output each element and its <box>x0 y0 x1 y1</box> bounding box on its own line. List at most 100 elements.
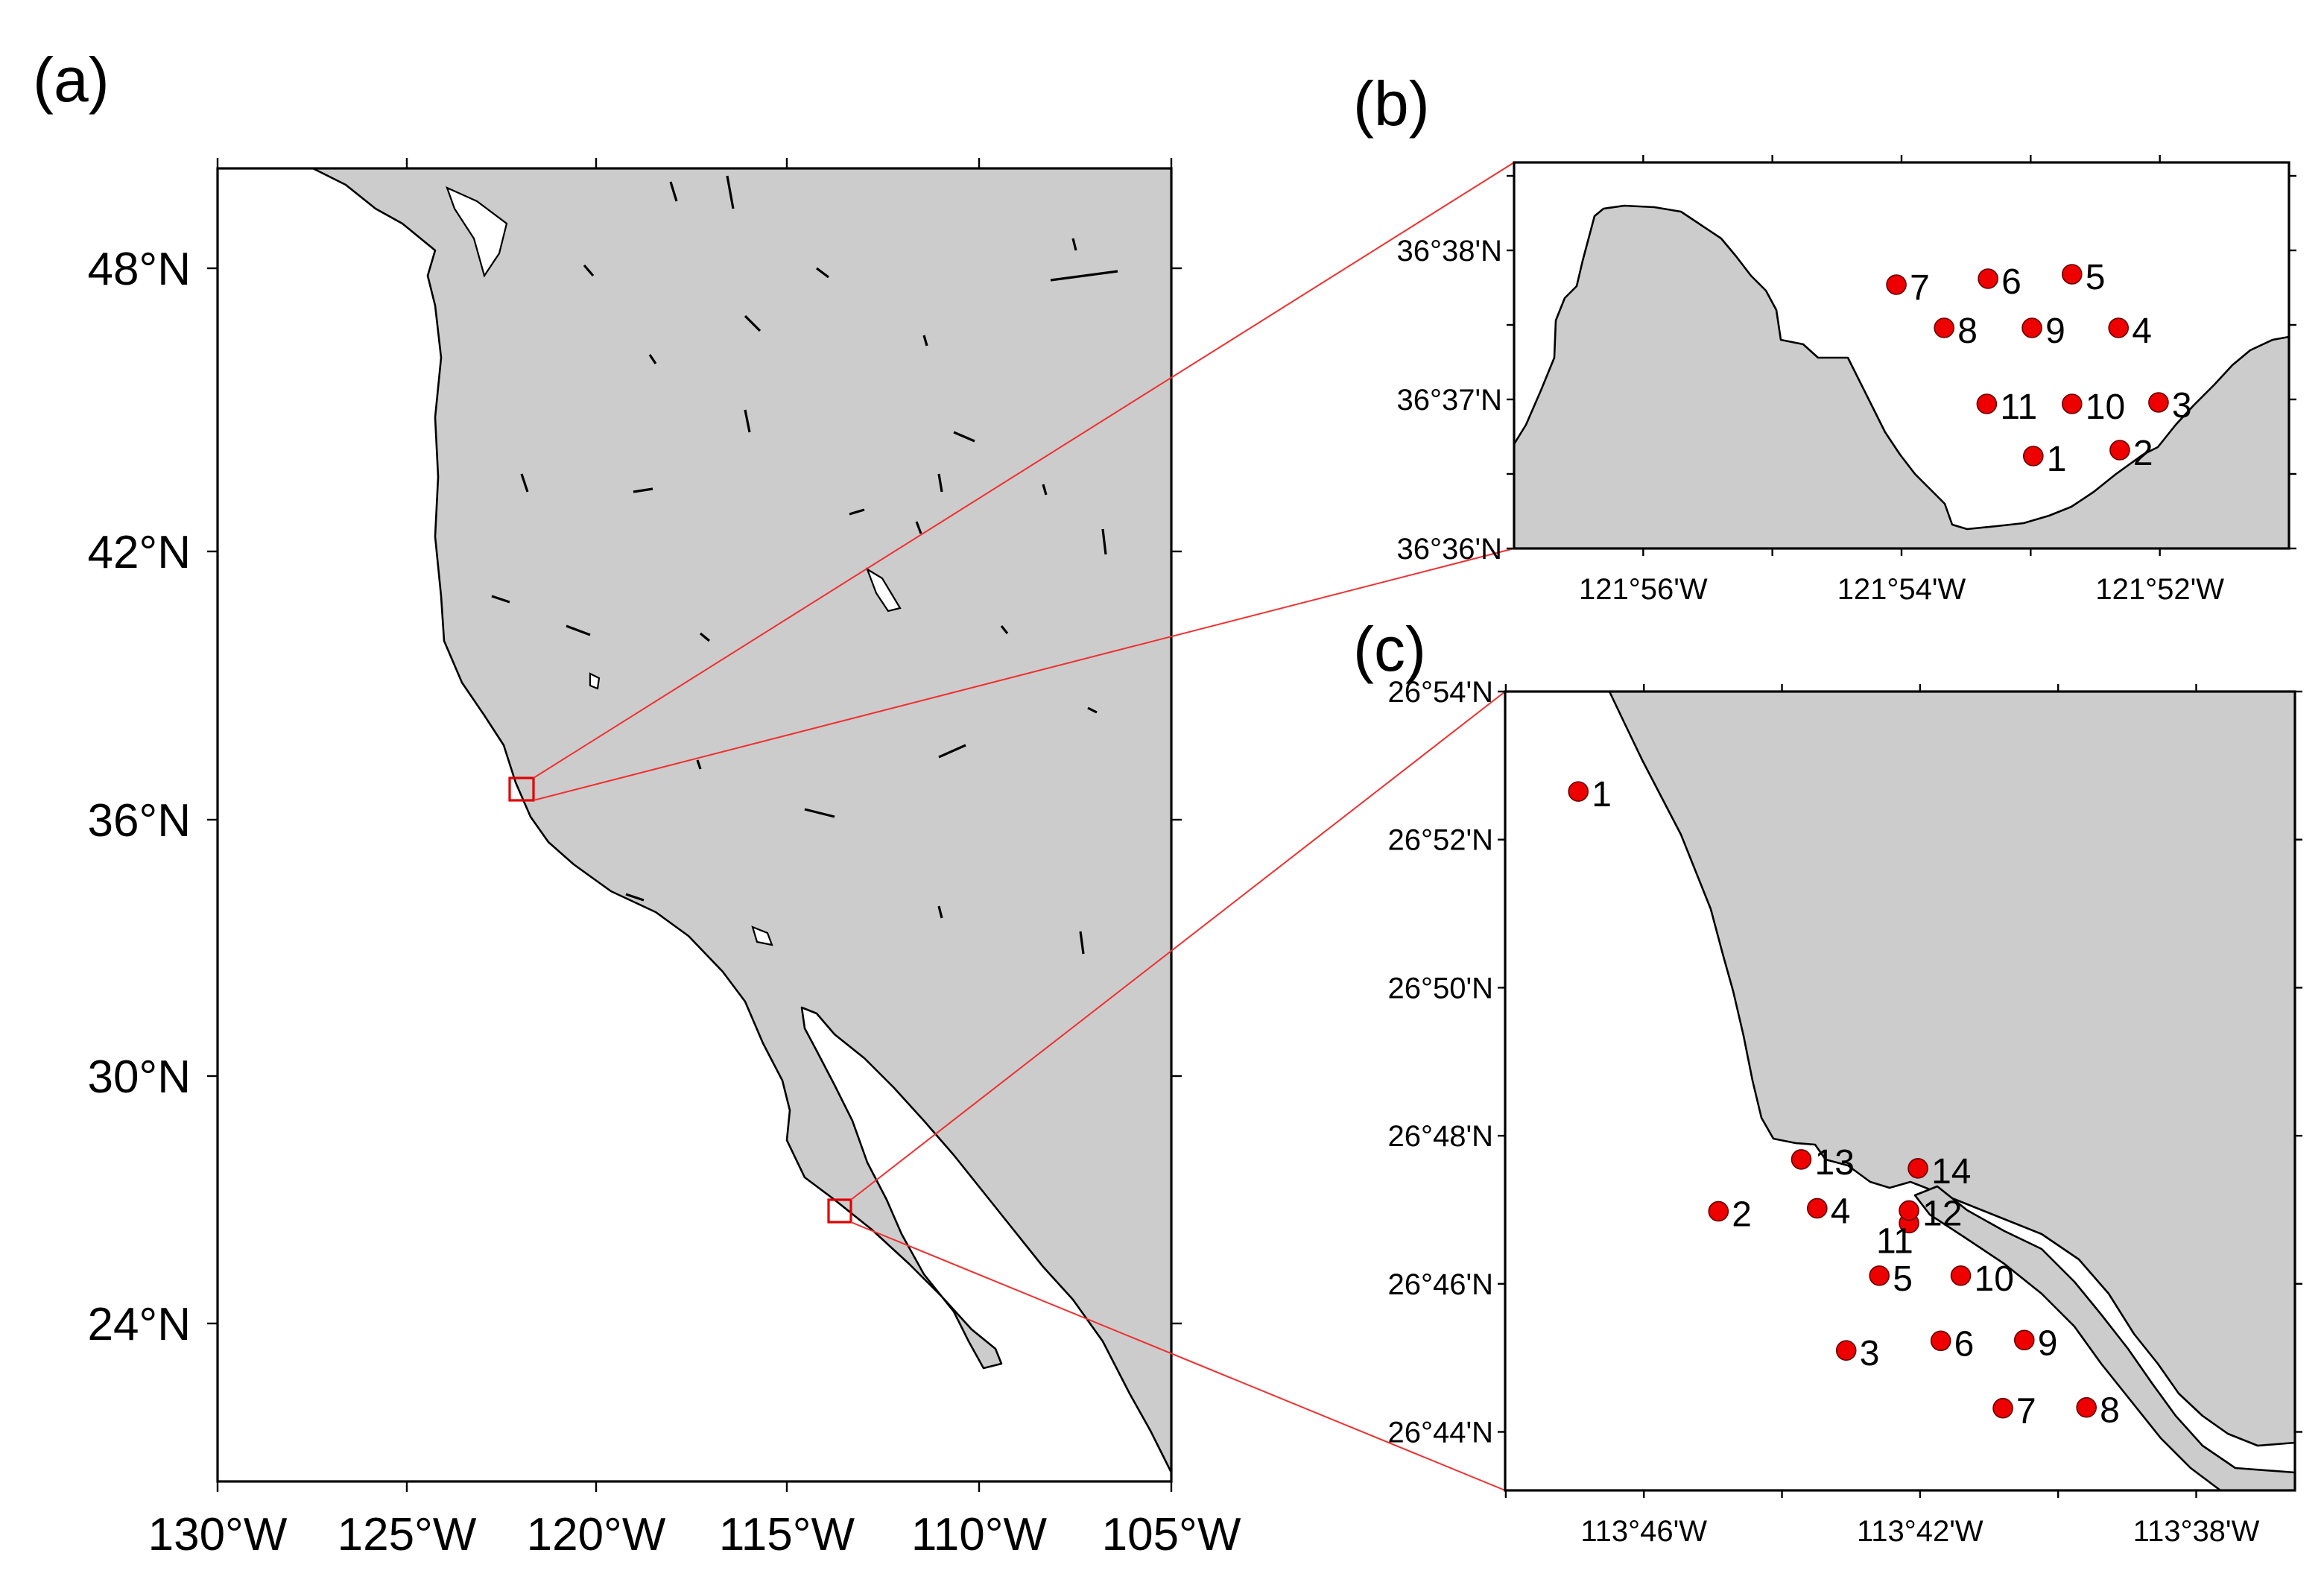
baja-inset-box[interactable] <box>827 1198 852 1224</box>
station-c-5[interactable]: 5 <box>1869 1259 1913 1299</box>
station-label: 6 <box>2001 262 2021 302</box>
lon-tick-label: 115°W <box>719 1509 855 1560</box>
lon-tick-label: 121°54'W <box>1837 573 1966 606</box>
lat-tick-label: 26°50'N <box>1387 972 1493 1005</box>
station-marker[interactable] <box>1869 1265 1890 1286</box>
station-c-14[interactable]: 14 <box>1907 1152 1971 1192</box>
lon-tick-label: 105°W <box>1102 1509 1241 1560</box>
station-c-12[interactable]: 12 <box>1899 1194 1962 1233</box>
panel-c-baja-map: (c) 113°46'W 113°42'W 113°38'W 26°54'N 26°52… <box>1353 614 2302 1548</box>
lat-tick-label: 36°37'N <box>1396 384 1502 417</box>
lon-tick-label: 130°W <box>148 1509 288 1560</box>
station-label: 3 <box>2172 386 2192 426</box>
lat-tick-label: 48°N <box>87 244 191 295</box>
station-marker[interactable] <box>1978 268 1998 289</box>
station-marker[interactable] <box>1791 1149 1812 1170</box>
station-marker[interactable] <box>1950 1265 1972 1286</box>
lat-tick-label: 30°N <box>87 1051 191 1103</box>
panel-b-label: (b) <box>1353 69 1430 139</box>
station-c-8[interactable]: 8 <box>2076 1391 2120 1431</box>
station-marker[interactable] <box>2021 317 2042 338</box>
station-marker[interactable] <box>2062 393 2083 414</box>
station-label: 11 <box>1876 1221 1913 1261</box>
station-label: 5 <box>2086 258 2106 297</box>
station-marker[interactable] <box>1930 1330 1951 1352</box>
panel-c-coast-land <box>1608 690 2296 1447</box>
station-marker[interactable] <box>1934 317 1954 338</box>
station-b-8[interactable]: 8 <box>1934 311 1978 351</box>
station-b-3[interactable]: 3 <box>2148 386 2192 426</box>
station-c-4[interactable]: 4 <box>1807 1192 1851 1231</box>
great-salt-lake <box>865 567 902 613</box>
panel-c-label: (c) <box>1353 614 1426 684</box>
lon-tick-label: 121°52'W <box>2095 573 2224 606</box>
station-c-3[interactable]: 3 <box>1835 1334 1880 1373</box>
station-marker[interactable] <box>1976 393 1998 414</box>
monterey-bay-inset-box[interactable] <box>508 776 535 802</box>
station-label: 3 <box>1860 1334 1880 1373</box>
lat-tick-label: 24°N <box>87 1299 191 1350</box>
station-b-2[interactable]: 2 <box>2109 434 2153 473</box>
station-label: 11 <box>2000 387 2037 427</box>
station-b-11[interactable]: 11 <box>1976 387 2037 427</box>
station-marker[interactable] <box>1992 1397 2013 1419</box>
puget-sound <box>446 186 508 278</box>
lat-tick-label: 26°52'N <box>1387 824 1493 857</box>
lon-tick-label: 113°38'W <box>2133 1515 2260 1548</box>
station-label: 8 <box>1957 311 1978 351</box>
station-b-5[interactable]: 5 <box>2062 258 2106 297</box>
lat-tick-label: 42°N <box>87 527 191 578</box>
station-marker[interactable] <box>2023 446 2044 466</box>
station-b-7[interactable]: 7 <box>1886 268 1930 308</box>
panel-a-frame <box>216 167 1173 1483</box>
station-label: 10 <box>1975 1259 2014 1299</box>
station-c-6[interactable]: 6 <box>1930 1324 1975 1364</box>
station-marker[interactable] <box>1568 781 1589 802</box>
station-marker[interactable] <box>1899 1200 1919 1221</box>
station-marker[interactable] <box>2108 317 2129 338</box>
panel-b-coast-land <box>1513 204 2290 550</box>
station-marker[interactable] <box>2062 264 2083 285</box>
station-marker[interactable] <box>2109 440 2130 461</box>
station-label: 9 <box>2045 311 2065 351</box>
station-marker[interactable] <box>1886 274 1907 295</box>
panel-a-overview-map: (a) 130°W 125°W 120°W 115°W 110°W 105°W 48°N 42… <box>33 45 1241 1560</box>
station-label: 7 <box>1910 268 1930 308</box>
station-b-9[interactable]: 9 <box>2021 311 2065 351</box>
station-b-6[interactable]: 6 <box>1978 262 2021 302</box>
station-b-10[interactable]: 10 <box>2062 387 2125 427</box>
station-c-13[interactable]: 13 <box>1791 1143 1855 1183</box>
station-c-1[interactable]: 1 <box>1568 775 1612 814</box>
inland-water-features <box>491 175 1118 955</box>
station-marker[interactable] <box>2013 1329 2035 1351</box>
zoom-connector-lines <box>533 162 1515 1491</box>
lake-tahoe <box>589 672 601 690</box>
lat-tick-label: 36°36'N <box>1396 533 1502 566</box>
station-marker[interactable] <box>1708 1201 1729 1222</box>
lat-tick-label: 26°44'N <box>1387 1417 1493 1449</box>
station-marker[interactable] <box>1807 1198 1828 1219</box>
station-label: 10 <box>2086 387 2125 427</box>
station-marker[interactable] <box>2148 392 2169 413</box>
station-marker[interactable] <box>1835 1340 1857 1361</box>
lat-tick-label: 36°N <box>87 795 191 847</box>
station-b-4[interactable]: 4 <box>2108 311 2152 351</box>
panel-c-ticks: 113°46'W 113°42'W 113°38'W26°54'N26°52'N26… <box>1387 676 2302 1548</box>
station-label: 7 <box>2016 1392 2036 1432</box>
station-label: 9 <box>2038 1323 2058 1363</box>
panel-a-ticks: 130°W 125°W 120°W 115°W 110°W 105°W 48°N 42°N 36… <box>87 158 1241 1560</box>
station-b-1[interactable]: 1 <box>2023 440 2067 479</box>
lat-tick-label: 36°38'N <box>1396 235 1502 268</box>
station-c-9[interactable]: 9 <box>2013 1323 2058 1363</box>
station-c-2[interactable]: 2 <box>1708 1195 1752 1234</box>
station-label: 4 <box>1831 1192 1851 1231</box>
panel-c-frame <box>1504 690 2296 1492</box>
station-marker[interactable] <box>1907 1158 1928 1179</box>
station-marker[interactable] <box>2076 1396 2097 1418</box>
station-c-7[interactable]: 7 <box>1992 1392 2036 1432</box>
station-c-10[interactable]: 10 <box>1950 1259 2014 1299</box>
station-c-11[interactable]: 11 <box>1876 1212 1919 1261</box>
station-label: 4 <box>2132 311 2152 351</box>
